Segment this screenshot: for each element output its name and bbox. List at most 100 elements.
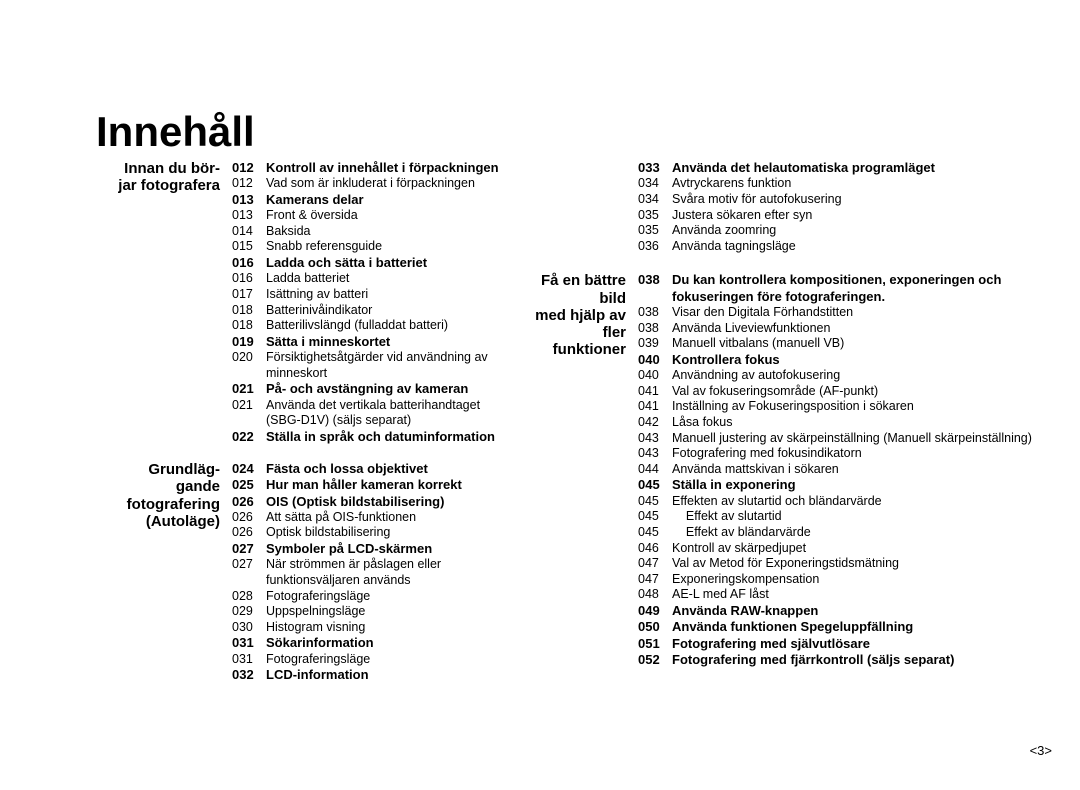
toc-entry: 012Vad som är inkluderat i förpackningen <box>232 176 520 192</box>
entry-text: Ladda och sätta i batteriet <box>266 255 520 271</box>
entry-page: 038 <box>638 305 672 321</box>
entry-page: 013 <box>232 208 266 224</box>
entry-page: 013 <box>232 192 266 208</box>
entry-page: 024 <box>232 461 266 477</box>
entry-text: Justera sökaren efter syn <box>672 208 1060 224</box>
entry-page: 031 <box>232 652 266 668</box>
entry-text: Fotograferingsläge <box>266 589 520 605</box>
toc-entry: 044Använda mattskivan i sökaren <box>638 462 1060 478</box>
entry-page: 025 <box>232 477 266 493</box>
entry-page: 035 <box>638 223 672 239</box>
entry-page: 018 <box>232 318 266 334</box>
toc-entry: 027Symboler på LCD-skärmen <box>232 541 520 557</box>
entry-page: 027 <box>232 541 266 557</box>
entry-page: 049 <box>638 603 672 619</box>
toc-entry: 027När strömmen är påslagen eller funkti… <box>232 557 520 588</box>
entry-text: Manuell vitbalans (manuell VB) <box>672 336 1060 352</box>
entry-page: 032 <box>232 667 266 683</box>
entry-page: 021 <box>232 398 266 414</box>
entry-page: 038 <box>638 321 672 337</box>
toc-entry: 038Använda Liveviewfunktionen <box>638 321 1060 337</box>
toc-entry: 034Svåra motiv för autofokusering <box>638 192 1060 208</box>
entry-page: 047 <box>638 556 672 572</box>
entry-page: 045 <box>638 477 672 493</box>
toc-entry: 026Optisk bildstabilisering <box>232 525 520 541</box>
entry-page: 045 <box>638 525 672 541</box>
entry-text: Avtryckarens funktion <box>672 176 1060 192</box>
toc-entry: 045 Effekt av bländarvärde <box>638 525 1060 541</box>
toc-section: Grundläg- gande fotografering (Autoläge)… <box>100 461 520 684</box>
entry-text: Ställa in exponering <box>672 477 1060 493</box>
entry-page: 035 <box>638 208 672 224</box>
entry-text: Ställa in språk och datuminformation <box>266 429 520 445</box>
toc-entry: 050Använda funktionen Spegeluppfällning <box>638 619 1060 635</box>
toc-entry: 014Baksida <box>232 224 520 240</box>
entry-page: 050 <box>638 619 672 635</box>
entry-page: 047 <box>638 572 672 588</box>
entry-page: 042 <box>638 415 672 431</box>
section-label: Innan du bör- jar fotografera <box>100 160 220 195</box>
entry-page: 046 <box>638 541 672 557</box>
entry-page: 030 <box>232 620 266 636</box>
entry-text: Effekt av bländarvärde <box>672 525 1060 541</box>
entry-page: 043 <box>638 446 672 462</box>
toc-entry: 043Manuell justering av skärpeinställnin… <box>638 431 1060 447</box>
entry-page: 028 <box>232 589 266 605</box>
toc-entry: 047Exponeringskompensation <box>638 572 1060 588</box>
toc-entry: 015Snabb referensguide <box>232 239 520 255</box>
entry-page: 045 <box>638 509 672 525</box>
entry-text: Sökarinformation <box>266 635 520 651</box>
entry-page: 029 <box>232 604 266 620</box>
entry-page: 041 <box>638 399 672 415</box>
entry-text: Fotografering med fokusindikatorn <box>672 446 1060 462</box>
toc-section: Få en bättre bild med hjälp av fler funk… <box>520 272 1060 668</box>
entry-text: Val av Metod för Exponeringstidsmätning <box>672 556 1060 572</box>
entry-text: När strömmen är påslagen eller funktions… <box>266 557 520 588</box>
toc-entry: 040Kontrollera fokus <box>638 352 1060 368</box>
entry-text: Effekten av slutartid och bländarvärde <box>672 494 1060 510</box>
section-label: Få en bättre bild med hjälp av fler funk… <box>520 272 626 358</box>
toc-entry: 013Front & översida <box>232 208 520 224</box>
entry-text: Visar den Digitala Förhandstitten <box>672 305 1060 321</box>
entry-text: Använda zoomring <box>672 223 1060 239</box>
entry-page: 014 <box>232 224 266 240</box>
entry-text: Batterinivåindikator <box>266 303 520 319</box>
toc-column: Innan du bör- jar fotografera012Kontroll… <box>100 160 520 686</box>
toc-entry: 038Visar den Digitala Förhandstitten <box>638 305 1060 321</box>
entry-text: Symboler på LCD-skärmen <box>266 541 520 557</box>
entry-page: 031 <box>232 635 266 651</box>
entry-text: Använda tagningsläge <box>672 239 1060 255</box>
toc-entry: 049Använda RAW-knappen <box>638 603 1060 619</box>
entry-text: Baksida <box>266 224 520 240</box>
entry-text: Ladda batteriet <box>266 271 520 287</box>
toc-entry: 018Batterinivåindikator <box>232 303 520 319</box>
entry-page: 034 <box>638 176 672 192</box>
toc-section: Innan du bör- jar fotografera012Kontroll… <box>100 160 520 445</box>
toc-entry: 034Avtryckarens funktion <box>638 176 1060 192</box>
entry-text: Kontroll av skärpedjupet <box>672 541 1060 557</box>
toc-entry: 019Sätta i minneskortet <box>232 334 520 350</box>
entry-text: Hur man håller kameran korrekt <box>266 477 520 493</box>
entry-page: 016 <box>232 255 266 271</box>
toc-entry: 016Ladda batteriet <box>232 271 520 287</box>
entry-page: 012 <box>232 160 266 176</box>
entry-text: Effekt av slutartid <box>672 509 1060 525</box>
toc-entry: 021På- och avstängning av kameran <box>232 381 520 397</box>
toc-entry: 035Justera sökaren efter syn <box>638 208 1060 224</box>
toc-entry: 051Fotografering med självutlösare <box>638 636 1060 652</box>
entry-text: Val av fokuseringsområde (AF-punkt) <box>672 384 1060 400</box>
toc-entry: 033Använda det helautomatiska programläg… <box>638 160 1060 176</box>
entry-text: LCD-information <box>266 667 520 683</box>
toc-entry: 041Val av fokuseringsområde (AF-punkt) <box>638 384 1060 400</box>
toc-entry: 029Uppspelningsläge <box>232 604 520 620</box>
entry-text: Användning av autofokusering <box>672 368 1060 384</box>
entry-text: Uppspelningsläge <box>266 604 520 620</box>
toc-entry: 013Kamerans delar <box>232 192 520 208</box>
section-label: Grundläg- gande fotografering (Autoläge) <box>100 461 220 530</box>
page-title: Innehåll <box>96 108 255 156</box>
entry-page: 017 <box>232 287 266 303</box>
toc-entry: 035Använda zoomring <box>638 223 1060 239</box>
entry-page: 019 <box>232 334 266 350</box>
entry-page: 052 <box>638 652 672 668</box>
entry-page: 022 <box>232 429 266 445</box>
